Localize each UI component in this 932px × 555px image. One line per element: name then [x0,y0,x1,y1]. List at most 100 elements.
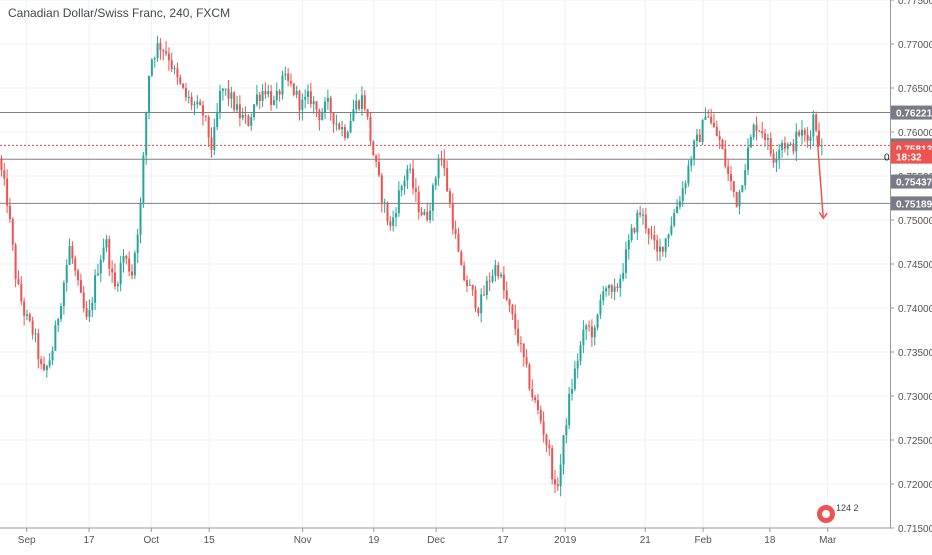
candle-body [287,73,290,81]
candle-body [536,400,539,410]
candle-body [815,114,818,131]
candle-body [133,252,136,276]
price-axis[interactable]: 0.775000.770000.765000.760000.755000.750… [884,0,932,535]
candle-body [451,203,454,230]
candle-body [184,87,187,98]
candle-body [729,174,732,182]
forecast-arrow [816,135,828,220]
candle-body [755,124,758,131]
candle-body [786,144,789,149]
candle-body [693,140,696,160]
candle-body [551,448,554,480]
candle-body [639,212,642,215]
candle-body [701,119,704,143]
candle-body [483,294,486,296]
candle-body [667,234,670,239]
candle-body [119,262,122,285]
candle-body [77,270,80,281]
candle-body [622,272,625,279]
candle-body [724,149,727,167]
candles [0,35,823,497]
candle-body [565,425,568,436]
candle-body [261,90,264,102]
candle-body [732,181,735,192]
candle-body [179,77,182,84]
candle-body [579,345,582,361]
candle-body [590,326,593,338]
time-tick-label: 18 [764,535,776,546]
candle-body [573,368,576,390]
candle-body [213,126,216,151]
candle-body [806,134,809,141]
candle-body [366,109,369,118]
candle-body [505,290,508,300]
candle-body [727,166,730,175]
candle-body [315,101,318,111]
candle-body [335,123,338,125]
candle-body [695,134,698,141]
candle-body [43,363,46,371]
candle-body [377,161,380,176]
candle-body [150,59,153,76]
candle-body [542,421,545,435]
candle-body [522,343,525,358]
candle-body [500,274,503,277]
candle-body [448,191,451,204]
candle-body [588,325,591,327]
candle-body [707,116,710,118]
candle-body [57,319,60,325]
candle-body [627,239,630,250]
candle-body [292,83,295,95]
candle-body [28,314,31,321]
time-axis[interactable]: Sep 17 Oct 15 Nov 19 Dec 17 2019 21 Feb 18 Mar [0,527,890,546]
candle-body [650,234,653,236]
candle-body [775,158,778,163]
candle-body [610,285,613,292]
candle-body [62,282,65,307]
candle-body [593,327,596,338]
candle-body [412,168,415,189]
candle-body [576,360,579,369]
candle-body [34,333,37,335]
chart-title: Canadian Dollar/Swiss Franc, 240, FXCM [8,6,231,20]
candle-body [122,255,125,263]
candle-body [803,130,806,135]
candle-body [596,314,599,328]
candle-body [108,239,111,269]
candle-body [65,264,68,283]
grid [0,0,890,529]
candle-body [392,217,395,226]
candle-body [599,300,602,315]
candle-body [304,97,307,100]
candle-body [426,211,429,220]
candle-body [329,97,332,114]
candle-body [783,142,786,149]
candle-body [491,275,494,282]
candle-body [207,116,210,138]
candle-body [752,124,755,138]
candle-body [605,288,608,292]
candle-body [761,131,764,134]
candle-body [800,130,803,136]
candle-body [633,228,636,233]
candle-body [715,126,718,137]
price-tick-label: 0.74000 [898,304,932,315]
candle-body [105,239,108,248]
candle-body [372,141,375,156]
candle-body [741,185,744,192]
candle-body [71,245,74,259]
candle-body [395,213,398,218]
candle-body [3,169,6,179]
candle-body [517,328,520,344]
candle-body [519,343,522,345]
time-tick-label: 17 [497,535,509,546]
time-tick-label: 19 [368,535,380,546]
candle-body [193,104,196,106]
candle-body [749,137,752,148]
candle-body [307,91,310,98]
candle-body [525,357,528,365]
price-tick-label: 0.73500 [898,348,932,359]
candle-body [471,284,474,290]
candle-body [11,219,14,245]
